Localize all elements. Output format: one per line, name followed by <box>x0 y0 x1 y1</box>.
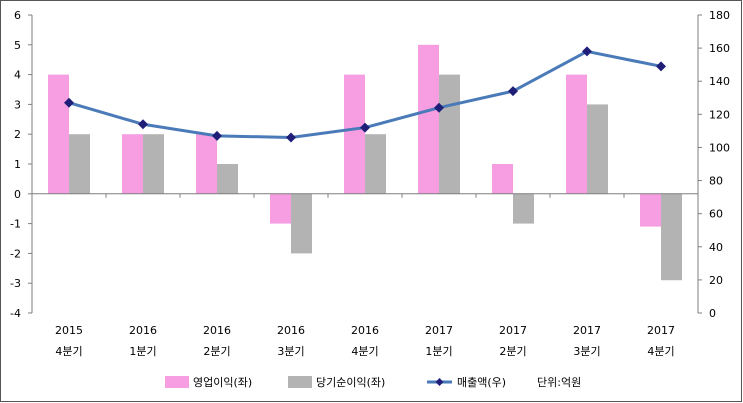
category-quarter-label: 3분기 <box>573 345 600 358</box>
left-tick-label: 1 <box>14 158 21 171</box>
right-tick-label: 0 <box>709 307 716 320</box>
category-year-label: 2017 <box>647 324 675 337</box>
right-tick-label: 80 <box>709 175 723 188</box>
bar-operating-profit <box>196 134 217 194</box>
category-quarter-label: 2분기 <box>203 345 230 358</box>
category-year-label: 2016 <box>277 324 305 337</box>
plot-area: -4-3-2-101234560204060801001201401601802… <box>10 9 730 358</box>
category-quarter-label: 3분기 <box>277 345 304 358</box>
revenue-marker <box>138 119 148 130</box>
bar-operating-profit <box>640 193 661 227</box>
bar-net-income <box>217 164 238 194</box>
category-year-label: 2016 <box>351 324 379 337</box>
bar-operating-profit <box>122 134 143 194</box>
right-tick-label: 160 <box>709 42 730 55</box>
category-year-label: 2017 <box>425 324 453 337</box>
category-year-label: 2017 <box>499 324 527 337</box>
legend-swatch-operating-profit <box>165 376 189 388</box>
bar-operating-profit <box>344 74 365 194</box>
right-tick-label: 140 <box>709 75 730 88</box>
right-tick-label: 180 <box>709 9 730 22</box>
category-quarter-label: 4분기 <box>55 345 82 358</box>
legend-label-operating-profit: 영업이익(좌) <box>193 376 252 389</box>
left-tick-label: -3 <box>10 277 21 290</box>
legend-label-net-income: 당기순이익(좌) <box>316 376 385 389</box>
revenue-marker <box>582 46 592 57</box>
right-tick-label: 120 <box>709 108 730 121</box>
category-year-label: 2016 <box>129 324 157 337</box>
category-quarter-label: 2분기 <box>499 345 526 358</box>
bar-operating-profit <box>492 164 513 194</box>
bar-net-income <box>365 134 386 194</box>
bar-operating-profit <box>270 193 291 224</box>
bar-operating-profit <box>48 74 69 194</box>
left-tick-label: -1 <box>10 218 21 231</box>
right-tick-label: 60 <box>709 208 723 221</box>
bar-net-income <box>661 193 682 281</box>
bar-net-income <box>143 134 164 194</box>
left-tick-label: -2 <box>10 247 21 260</box>
left-tick-label: 2 <box>14 128 21 141</box>
bar-net-income <box>587 104 608 194</box>
revenue-marker <box>360 122 370 133</box>
category-year-label: 2016 <box>203 324 231 337</box>
revenue-marker <box>434 102 444 113</box>
bar-net-income <box>439 74 460 194</box>
bar-net-income <box>291 193 312 254</box>
category-quarter-label: 1분기 <box>425 345 452 358</box>
left-tick-label: -4 <box>10 307 21 320</box>
right-tick-label: 20 <box>709 274 723 287</box>
legend-swatch-net-income <box>288 376 312 388</box>
legend-swatch-revenue-marker <box>435 378 444 386</box>
legend-label-revenue: 매출액(우) <box>457 376 506 389</box>
category-quarter-label: 4분기 <box>351 345 378 358</box>
revenue-marker <box>508 86 518 97</box>
unit-note: 단위:억원 <box>537 376 581 389</box>
left-tick-label: 3 <box>14 98 21 111</box>
category-year-label: 2015 <box>55 324 83 337</box>
category-quarter-label: 1분기 <box>129 345 156 358</box>
revenue-marker <box>656 61 666 72</box>
bar-operating-profit <box>418 44 439 194</box>
bar-net-income <box>69 134 90 194</box>
right-tick-label: 40 <box>709 241 723 254</box>
bar-net-income <box>513 193 534 224</box>
bar-operating-profit <box>566 74 587 194</box>
revenue-marker <box>64 97 74 108</box>
revenue-marker <box>286 132 296 143</box>
right-tick-label: 100 <box>709 141 730 154</box>
revenue-marker <box>212 130 222 141</box>
left-tick-label: 4 <box>14 69 21 82</box>
left-tick-label: 6 <box>14 9 21 22</box>
category-quarter-label: 4분기 <box>647 345 674 358</box>
left-tick-label: 0 <box>14 188 21 201</box>
legend: 영업이익(좌) 당기순이익(좌) 매출액(우) 단위:억원 <box>165 376 581 389</box>
left-tick-label: 5 <box>14 39 21 52</box>
category-year-label: 2017 <box>573 324 601 337</box>
